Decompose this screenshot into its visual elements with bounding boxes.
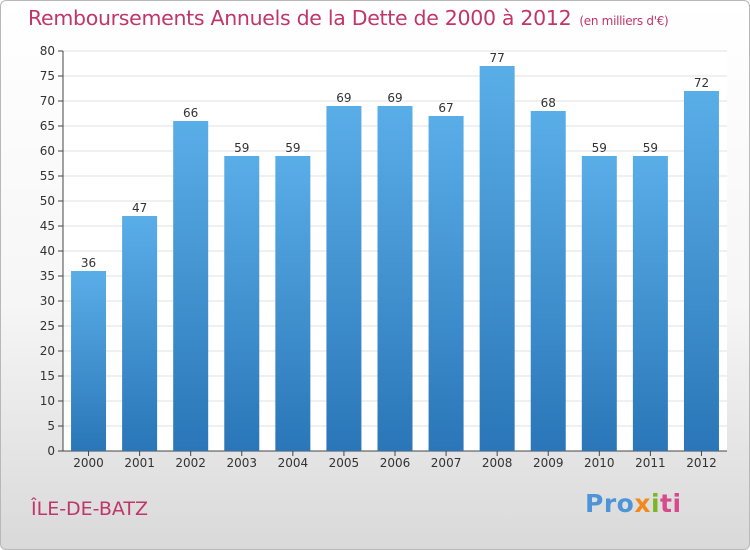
data-label: 59 [643,141,658,155]
x-tick-label: 2000 [73,456,104,470]
y-tick-label: 50 [40,194,55,208]
y-tick-label: 15 [40,369,55,383]
y-tick-label: 75 [40,69,55,83]
y-tick-label: 20 [40,344,55,358]
bar-2009 [530,111,566,451]
bar-2008 [479,66,515,451]
commune-name: ÎLE-DE-BATZ [31,498,149,520]
data-label: 59 [285,141,300,155]
data-label: 47 [132,201,147,215]
y-tick-label: 65 [40,119,55,133]
data-label: 36 [81,256,96,270]
y-tick-label: 30 [40,294,55,308]
bar-2012 [683,91,719,451]
x-tick-label: 2011 [635,456,666,470]
bar-2000 [71,271,107,451]
bar-2010 [581,156,617,451]
title-text: Remboursements Annuels de la Dette de 20… [28,6,572,30]
bar-2006 [377,106,413,451]
x-tick-label: 2008 [482,456,513,470]
data-label: 59 [592,141,607,155]
x-tick-label: 2007 [431,456,462,470]
bar-2007 [428,116,464,451]
bar-2003 [224,156,260,451]
bars [71,66,719,451]
bar-2011 [632,156,668,451]
x-tick-label: 2001 [124,456,155,470]
y-tick-label: 70 [40,94,55,108]
x-tick-label: 2006 [380,456,411,470]
x-tick-label: 2010 [584,456,615,470]
bar-2004 [275,156,311,451]
data-label: 72 [694,76,709,90]
x-tick-label: 2012 [686,456,717,470]
y-tick-label: 10 [40,394,55,408]
data-label: 69 [336,91,351,105]
bar-2002 [173,121,209,451]
bar-2005 [326,106,362,451]
y-tick-label: 35 [40,269,55,283]
y-tick-label: 5 [47,419,55,433]
data-label: 66 [183,106,198,120]
x-tick-label: 2004 [278,456,309,470]
data-label: 69 [387,91,402,105]
data-label: 77 [490,51,505,65]
x-tick-label: 2005 [329,456,360,470]
data-label: 68 [541,96,556,110]
x-tick-label: 2009 [533,456,564,470]
x-tick-label: 2002 [175,456,206,470]
y-tick-label: 45 [40,219,55,233]
proxiti-logo: Proxiti [585,489,682,518]
data-label: 67 [438,101,453,115]
y-tick-label: 60 [40,144,55,158]
y-tick-label: 80 [40,44,55,58]
x-tick-label: 2003 [226,456,257,470]
y-tick-label: 25 [40,319,55,333]
unit-label: (en milliers d'€) [579,14,669,28]
y-tick-label: 55 [40,169,55,183]
chart-title: Remboursements Annuels de la Dette de 20… [28,6,669,30]
data-label: 59 [234,141,249,155]
y-tick-label: 0 [47,444,55,458]
data-labels: 36 47 66 59 59 69 69 67 77 68 59 59 72 [81,51,709,270]
y-tick-label: 40 [40,244,55,258]
bar-2001 [122,216,158,451]
